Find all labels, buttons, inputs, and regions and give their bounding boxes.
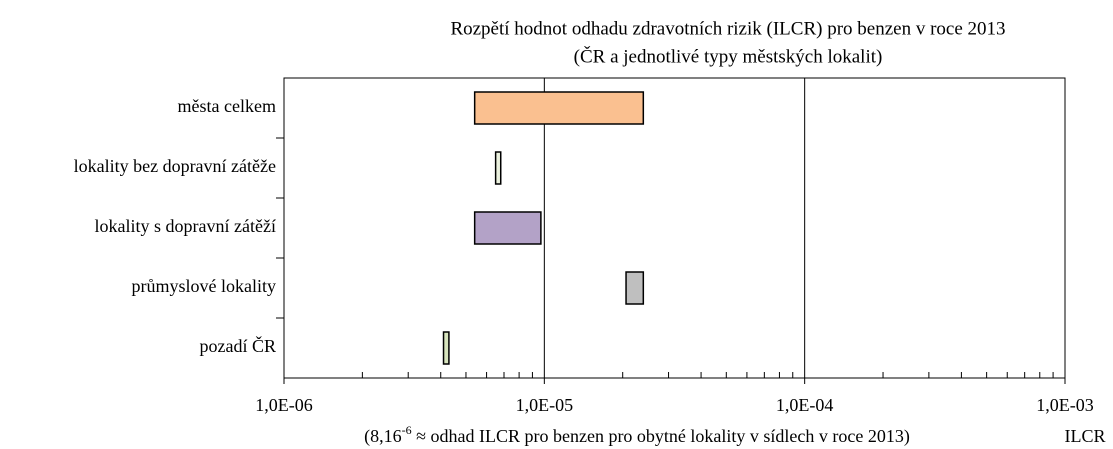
x-tick-label: 1,0E-03	[1036, 395, 1094, 415]
plot-area	[283, 77, 1066, 379]
x-tick-label: 1,0E-06	[255, 395, 313, 415]
range-bar	[473, 91, 645, 125]
x-tick-label: 1,0E-05	[516, 395, 574, 415]
chart-title: Rozpětí hodnot odhadu zdravotních rizik …	[450, 18, 1005, 39]
range-bar	[473, 211, 542, 245]
range-bar	[442, 331, 450, 365]
note: (8,16-6 ≈ odhad ILCR pro benzen pro obyt…	[364, 423, 910, 447]
note-text: ≈ odhad ILCR pro benzen pro obytné lokal…	[412, 426, 910, 447]
y-tick-label: lokality bez dopravní zátěže	[74, 156, 276, 176]
note-text: (8,16	[364, 426, 402, 447]
x-axis-label: ILCR	[1064, 426, 1105, 446]
y-tick-label: lokality s dopravní zátěží	[95, 216, 276, 236]
range-bar	[625, 271, 645, 305]
y-tick-label: města celkem	[178, 96, 276, 116]
x-tick-label: 1,0E-04	[776, 395, 834, 415]
chart-subtitle: (ČR a jednotlivé typy městských lokalit)	[574, 45, 883, 67]
note-superscript: -6	[402, 423, 412, 437]
range-bar	[494, 151, 502, 185]
y-tick-label: průmyslové lokality	[132, 276, 276, 296]
y-tick-label: pozadí ČR	[200, 335, 277, 356]
